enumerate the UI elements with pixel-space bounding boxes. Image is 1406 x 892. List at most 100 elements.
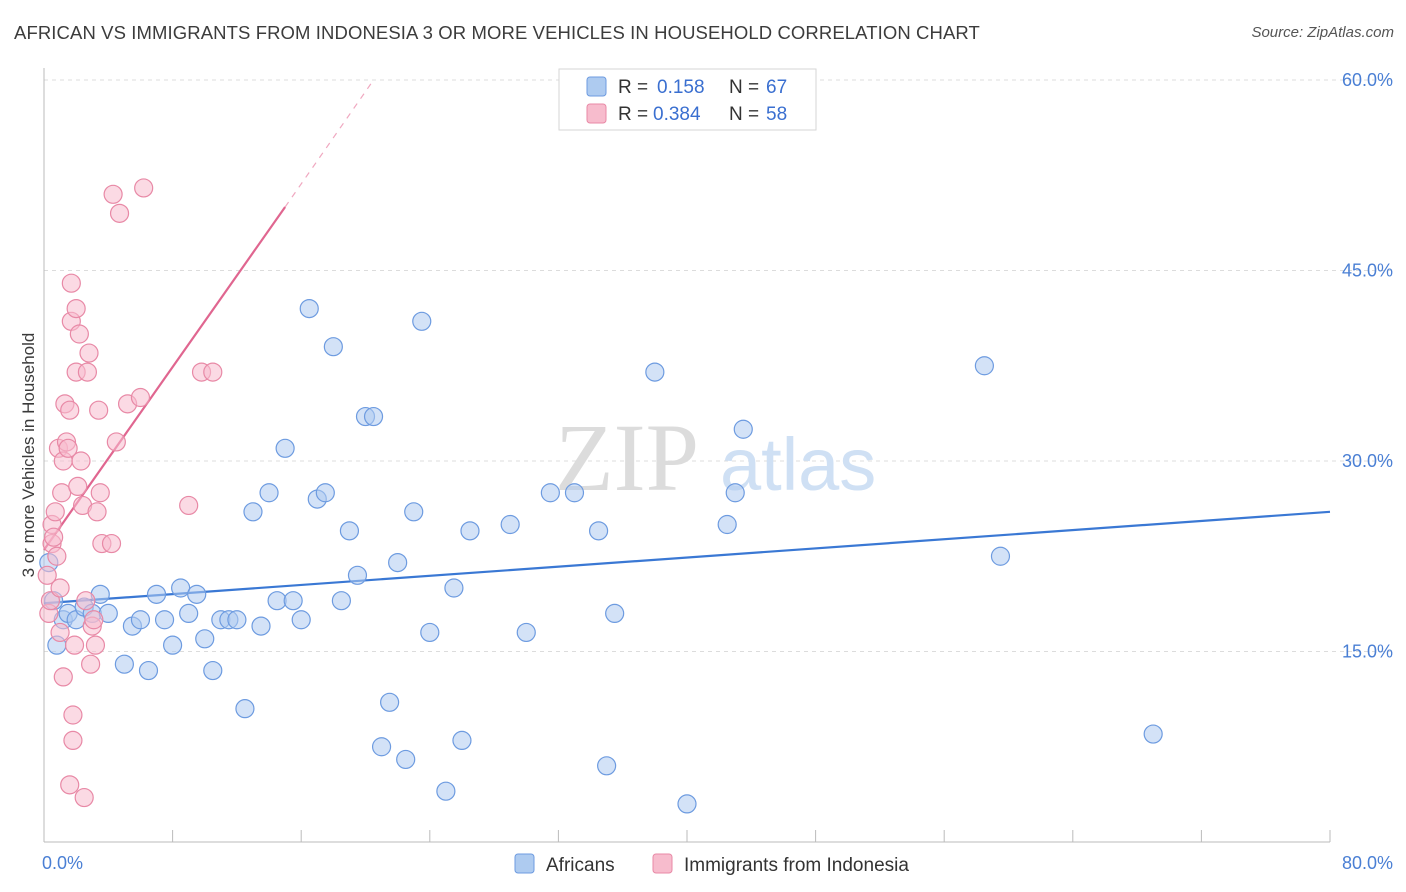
point-indonesia (74, 787, 94, 808)
point-africans (146, 584, 167, 604)
point-africans (251, 616, 271, 636)
point-indonesia (84, 610, 104, 630)
point-africans (460, 521, 480, 541)
point-africans (275, 438, 295, 458)
x-tick-label: 80.0% (1342, 853, 1393, 873)
point-indonesia (130, 387, 151, 408)
point-africans (363, 406, 384, 427)
point-africans (259, 483, 279, 503)
point-indonesia (50, 622, 70, 643)
legend-top: R = 0.158 N = 67 R = 0.384 N = 58 (558, 68, 817, 131)
point-indonesia (52, 483, 72, 503)
source-label: Source: ZipAtlas.com (1251, 24, 1394, 41)
point-africans (179, 603, 199, 624)
point-indonesia (89, 400, 109, 420)
point-indonesia (103, 184, 123, 204)
point-indonesia (45, 502, 65, 522)
point-indonesia (64, 635, 85, 655)
watermark: ZIP atlas (555, 404, 876, 511)
point-indonesia (109, 203, 130, 223)
point-africans (677, 794, 697, 814)
point-africans (339, 521, 360, 541)
point-africans (203, 660, 223, 681)
legend-n-label-0: N = (729, 77, 759, 98)
point-africans (725, 483, 745, 503)
point-africans (283, 591, 303, 611)
legend-n-label-1: N = (729, 104, 759, 125)
legend-r-label-0: R = (618, 77, 648, 98)
y-tick-label: 60.0% (1342, 70, 1393, 90)
point-africans (444, 578, 464, 598)
y-tick-label: 15.0% (1342, 642, 1393, 662)
point-indonesia (101, 533, 122, 554)
point-africans (733, 419, 753, 439)
point-indonesia (71, 451, 91, 471)
point-africans (645, 362, 665, 382)
point-africans (195, 629, 215, 649)
axes (43, 68, 1331, 843)
point-indonesia (134, 178, 154, 198)
point-africans (187, 584, 207, 604)
point-africans (331, 591, 351, 611)
point-africans (974, 356, 994, 376)
point-africans (163, 635, 183, 655)
point-indonesia (203, 362, 223, 382)
point-indonesia (85, 635, 106, 655)
point-africans (291, 610, 311, 630)
legend-r-label-1: R = (618, 104, 648, 125)
tick-labels: 15.0% 30.0% 45.0% 60.0% 0.0% 80.0% (42, 70, 1393, 873)
point-africans (404, 502, 424, 522)
trend-line-africans (43, 510, 1331, 605)
point-africans (323, 337, 343, 357)
point-africans (452, 730, 472, 751)
point-indonesia (68, 476, 88, 496)
legend-bottom-swatch-africans (514, 853, 535, 874)
point-africans (588, 521, 609, 541)
point-indonesia (63, 730, 83, 751)
legend-bottom-swatch-indonesia (652, 853, 673, 874)
point-africans (371, 737, 392, 757)
point-indonesia (53, 667, 73, 687)
point-africans (717, 514, 737, 535)
legend-n-value-1: 58 (766, 104, 787, 125)
point-africans (564, 483, 585, 503)
point-indonesia (47, 546, 67, 566)
point-africans (500, 514, 520, 535)
point-africans (171, 578, 191, 598)
legend-r-value-0: 0.158 (657, 77, 705, 98)
legend-bottom-indonesia: Immigrants from Indonesia (684, 855, 909, 876)
point-indonesia (58, 438, 78, 458)
point-africans (605, 603, 625, 624)
point-africans (154, 610, 175, 630)
point-indonesia (66, 299, 86, 319)
point-africans (436, 781, 456, 801)
point-africans (380, 692, 400, 712)
point-indonesia (76, 591, 96, 611)
point-indonesia (90, 483, 110, 503)
point-africans (315, 483, 335, 503)
point-africans (420, 622, 440, 643)
point-africans (267, 591, 287, 611)
point-indonesia (63, 705, 83, 725)
point-indonesia (50, 578, 70, 598)
point-indonesia (179, 495, 199, 516)
point-africans (516, 622, 536, 643)
point-indonesia (87, 502, 107, 522)
point-africans (227, 610, 247, 630)
point-indonesia (60, 400, 80, 420)
gridlines (44, 79, 1395, 652)
point-indonesia (69, 324, 89, 344)
point-africans (299, 299, 319, 319)
point-africans (396, 749, 416, 770)
chart-title: AFRICAN VS IMMIGRANTS FROM INDONESIA 3 O… (14, 22, 980, 43)
point-africans (114, 654, 134, 674)
y-tick-label: 30.0% (1342, 451, 1393, 471)
point-africans (388, 552, 408, 573)
point-africans (597, 756, 617, 776)
point-africans (347, 565, 368, 585)
trend-line-indonesia-extension (284, 79, 375, 208)
point-africans (243, 502, 263, 522)
legend-bottom: Africans Immigrants from Indonesia (514, 853, 909, 876)
point-indonesia (61, 273, 81, 293)
